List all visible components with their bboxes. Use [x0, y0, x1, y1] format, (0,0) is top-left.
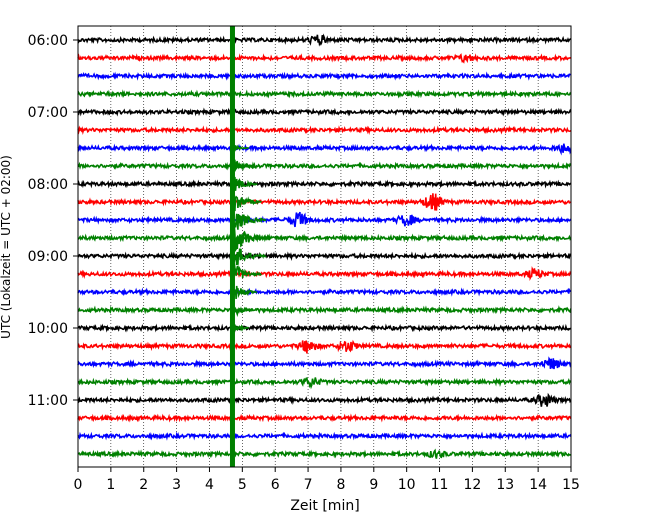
trace-line-13	[77, 265, 572, 281]
trace-line-4	[77, 107, 572, 117]
y-tick-label-0: 06:00	[28, 33, 68, 49]
trace-line-17	[77, 339, 571, 354]
y-tick-label-4: 10:00	[28, 321, 68, 337]
x-tick-label-7: 7	[304, 477, 313, 493]
trace-line-14	[77, 287, 572, 297]
x-tick-label-15: 15	[562, 477, 580, 493]
trace-line-2	[77, 71, 571, 81]
event-coda-9	[232, 190, 262, 212]
x-tick-label-6: 6	[271, 477, 280, 493]
y-tick-label-3: 09:00	[28, 249, 68, 265]
trace-line-5	[77, 125, 572, 136]
earthquake-signal	[229, 26, 271, 467]
x-tick-label-0: 0	[74, 477, 83, 493]
y-axis-ticks: 06:00 07:00 08:00 09:00 10:00 11:00	[28, 33, 78, 409]
event-coda-12	[231, 248, 267, 266]
x-axis-label: Zeit [min]	[290, 498, 359, 514]
x-tick-label-4: 4	[205, 477, 214, 493]
trace-line-1	[77, 53, 572, 64]
trace-line-6	[77, 143, 572, 156]
x-tick-label-8: 8	[336, 477, 345, 493]
x-tick-label-9: 9	[369, 477, 378, 493]
trace-line-0	[77, 33, 572, 47]
y-tick-label-1: 07:00	[28, 105, 68, 121]
trace-line-16	[77, 323, 572, 333]
event-coda-7	[231, 157, 253, 174]
y-tick-label-2: 08:00	[28, 177, 68, 193]
x-axis-ticks: 0 1 2 3 4 5 6 7 8 9 10 11 12 13 14 15	[74, 467, 580, 493]
trace-line-23	[77, 448, 572, 459]
x-tick-label-1: 1	[106, 477, 115, 493]
trace-line-18	[77, 356, 572, 370]
x-tick-label-10: 10	[398, 477, 416, 493]
trace-line-15	[77, 305, 572, 315]
trace-line-20	[77, 392, 572, 407]
event-coda-8	[232, 176, 258, 192]
x-tick-label-2: 2	[139, 477, 148, 493]
event-coda-14	[231, 285, 258, 303]
trace-line-12	[77, 251, 572, 261]
event-coda-6	[231, 144, 250, 153]
x-tick-label-13: 13	[496, 477, 514, 493]
event-coda-15	[231, 300, 254, 318]
x-tick-label-3: 3	[172, 477, 181, 493]
trace-line-19	[77, 377, 571, 390]
trace-line-7	[77, 161, 572, 171]
y-tick-label-5: 11:00	[28, 393, 68, 409]
trace-line-3	[77, 89, 572, 99]
event-coda-10	[231, 213, 267, 230]
x-tick-label-11: 11	[431, 477, 449, 493]
plot-frame	[77, 25, 572, 468]
trace-line-8	[77, 179, 572, 189]
y-axis-label: UTC (Lokalzeit = UTC + 02:00)	[0, 155, 13, 339]
event-coda-13	[231, 263, 262, 285]
trace-line-21	[77, 413, 572, 423]
x-tick-label-5: 5	[238, 477, 247, 493]
trace-line-9	[77, 193, 571, 211]
trace-line-22	[77, 431, 572, 441]
event-coda-11	[231, 222, 271, 253]
trace-line-10	[77, 211, 572, 228]
event-coda-16	[231, 323, 249, 333]
trace-line-11	[77, 233, 572, 243]
trace-lines	[77, 33, 572, 459]
x-tick-label-12: 12	[463, 477, 481, 493]
x-tick-label-14: 14	[529, 477, 547, 493]
